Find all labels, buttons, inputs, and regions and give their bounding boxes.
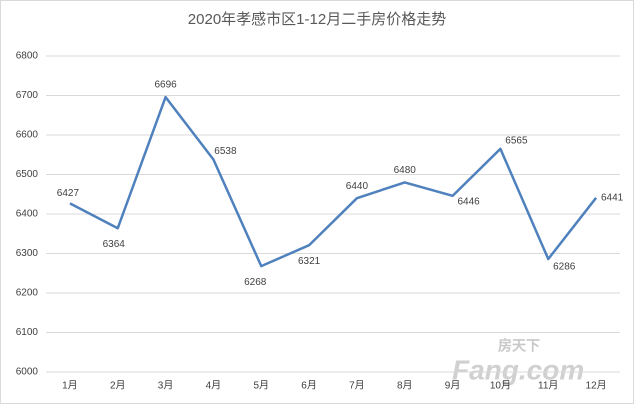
x-tick-label: 2月 — [110, 380, 126, 392]
x-tick-label: 3月 — [158, 380, 174, 392]
x-tick-label: 4月 — [206, 380, 222, 392]
x-tick-label: 5月 — [253, 380, 269, 392]
y-tick-label: 6700 — [16, 90, 39, 101]
watermark-brand: 房天下 — [498, 338, 540, 354]
x-tick-label: 8月 — [397, 380, 413, 392]
y-tick-label: 6800 — [16, 51, 39, 62]
data-label: 6441 — [601, 192, 624, 203]
y-tick-label: 6000 — [16, 367, 39, 378]
y-tick-label: 6200 — [16, 288, 39, 299]
data-label: 6364 — [103, 239, 126, 250]
data-label: 6427 — [57, 188, 80, 199]
data-label: 6286 — [553, 262, 576, 273]
y-tick-label: 6400 — [16, 209, 39, 220]
data-label: 6268 — [244, 277, 267, 288]
watermark-site: Fang.com — [452, 354, 584, 385]
data-label: 6696 — [154, 80, 177, 91]
x-tick-label: 10月 — [490, 380, 511, 392]
y-tick-label: 6100 — [16, 327, 39, 338]
data-label: 6480 — [394, 165, 417, 176]
y-tick-label: 6600 — [16, 130, 39, 141]
y-tick-label: 6500 — [16, 169, 39, 180]
x-tick-label: 7月 — [349, 380, 365, 392]
data-label: 6440 — [346, 181, 369, 192]
x-tick-label: 11月 — [538, 380, 558, 392]
data-label: 6321 — [298, 256, 321, 267]
series-line — [69, 95, 598, 268]
data-label: 6538 — [214, 146, 237, 157]
x-tick-label: 1月 — [62, 380, 78, 392]
y-tick-label: 6300 — [16, 248, 39, 259]
data-label: 6565 — [505, 135, 528, 146]
x-tick-label: 6月 — [301, 380, 317, 392]
data-label: 6446 — [457, 196, 480, 207]
x-tick-label: 9月 — [445, 380, 461, 392]
chart-title: 2020年孝感市区1-12月二手房价格走势 — [188, 11, 446, 28]
x-tick-label: 12月 — [586, 380, 607, 392]
